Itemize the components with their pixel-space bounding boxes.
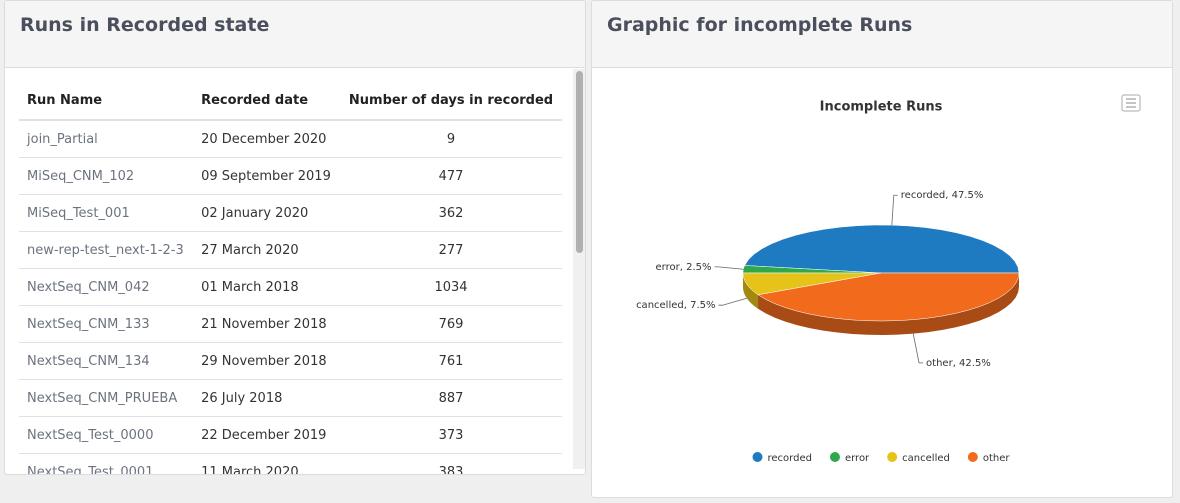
slice-side [743, 273, 759, 309]
table-cell: NextSeq_Test_0001 [19, 453, 194, 474]
table-cell: 11 March 2020 [193, 453, 340, 474]
column-header: Number of days in recorded [340, 81, 562, 121]
table-cell: 21 November 2018 [193, 305, 340, 343]
legend-item[interactable]: other [967, 452, 1011, 464]
table-row: NextSeq_CNM_PRUEBA 26 July 2018 887 [19, 379, 562, 417]
table-cell: NextSeq_Test_0000 [19, 416, 194, 454]
table-cell: 22 December 2019 [193, 416, 340, 454]
table-cell: MiSeq_Test_001 [19, 194, 194, 232]
table-cell: 20 December 2020 [193, 120, 340, 158]
chart: Incomplete Runs recorded, 47.5% error, 2.… [636, 94, 1141, 464]
legend-label: recorded [768, 453, 812, 464]
table-row: NextSeq_CNM_134 29 November 2018 761 [19, 342, 562, 380]
legend-label: cancelled [902, 453, 950, 464]
table-cell: 02 January 2020 [193, 194, 340, 232]
table-row: join_Partial 20 December 2020 9 [19, 120, 562, 158]
data-label: recorded, 47.5% [901, 190, 984, 201]
label-connector [714, 266, 744, 270]
table-row: NextSeq_Test_0001 11 March 2020 383 [19, 453, 562, 474]
table-cell: 769 [340, 305, 562, 343]
table-cell: NextSeq_CNM_133 [19, 305, 194, 343]
legend-symbol [887, 452, 898, 462]
slice [742, 272, 882, 296]
panel-title: Runs in Recorded state [20, 14, 270, 36]
legend-label: other [983, 453, 1011, 464]
data-label: other, 42.5% [926, 358, 991, 369]
table-cell: 477 [340, 157, 562, 195]
table-cell: 1034 [340, 268, 562, 306]
panel-title: Graphic for incomplete Runs [607, 14, 913, 36]
slice-side [758, 273, 1019, 335]
scroll-thumb[interactable] [576, 71, 583, 253]
table-row: NextSeq_CNM_042 01 March 2018 1034 [19, 268, 562, 306]
label-connector [891, 194, 898, 226]
table-row: MiSeq_CNM_102 09 September 2019 477 [19, 157, 562, 195]
menu-button[interactable] [1121, 94, 1141, 112]
runs-panel: Runs in Recorded state Run Name Recorded … [4, 0, 586, 475]
column-header: Recorded date [193, 81, 340, 121]
table-cell: NextSeq_CNM_134 [19, 342, 194, 380]
table-row: NextSeq_Test_0000 22 December 2019 373 [19, 416, 562, 454]
panel-header: Runs in Recorded state [5, 1, 585, 68]
table-cell: 362 [340, 194, 562, 232]
runs-table: Run Name Recorded date Number of days in r… [19, 81, 562, 474]
legend-symbol [967, 452, 978, 462]
legend: recorded error cancelled other [752, 452, 1011, 464]
table-cell: NextSeq_CNM_042 [19, 268, 194, 306]
chart-title: Incomplete Runs [820, 100, 943, 115]
header-row: Run Name Recorded date Number of days in r… [19, 81, 562, 121]
panel-header: Graphic for incomplete Runs [592, 1, 1172, 68]
table-cell: 09 September 2019 [193, 157, 340, 195]
label-connector [912, 333, 924, 364]
table-row: new-rep-test_next-1-2-3 27 March 2020 277 [19, 231, 562, 269]
legend-item[interactable]: recorded [752, 452, 812, 464]
slice [757, 272, 1020, 322]
table-cell: 277 [340, 231, 562, 269]
table-cell: 27 March 2020 [193, 231, 340, 269]
table-cell: new-rep-test_next-1-2-3 [19, 231, 194, 269]
table-cell: 9 [340, 120, 562, 158]
table-cell: 26 July 2018 [193, 379, 340, 417]
chart-panel: Graphic for incomplete Runs Incomplete R… [591, 0, 1173, 498]
table-cell: 29 November 2018 [193, 342, 340, 380]
data-label: cancelled, 7.5% [636, 300, 715, 311]
table-row: MiSeq_Test_001 02 January 2020 362 [19, 194, 562, 232]
legend-symbol [829, 452, 840, 462]
legend-symbol [752, 452, 763, 462]
table-cell: join_Partial [19, 120, 194, 158]
table-cell: MiSeq_CNM_102 [19, 157, 194, 195]
table-cell: 373 [340, 416, 562, 454]
table-cell: 761 [340, 342, 562, 380]
table-cell: 01 March 2018 [193, 268, 340, 306]
legend-item[interactable]: error [829, 452, 870, 464]
legend-label: error [845, 453, 870, 464]
legend-item[interactable]: cancelled [887, 452, 950, 464]
table-cell: NextSeq_CNM_PRUEBA [19, 379, 194, 417]
scrollbar[interactable] [573, 69, 585, 469]
slice [744, 224, 1020, 274]
table-row: NextSeq_CNM_133 21 November 2018 769 [19, 305, 562, 343]
data-label: error, 2.5% [656, 262, 712, 273]
table-cell: 887 [340, 379, 562, 417]
column-header: Run Name [19, 81, 194, 121]
table-cell: 383 [340, 453, 562, 474]
label-connector [718, 297, 747, 306]
